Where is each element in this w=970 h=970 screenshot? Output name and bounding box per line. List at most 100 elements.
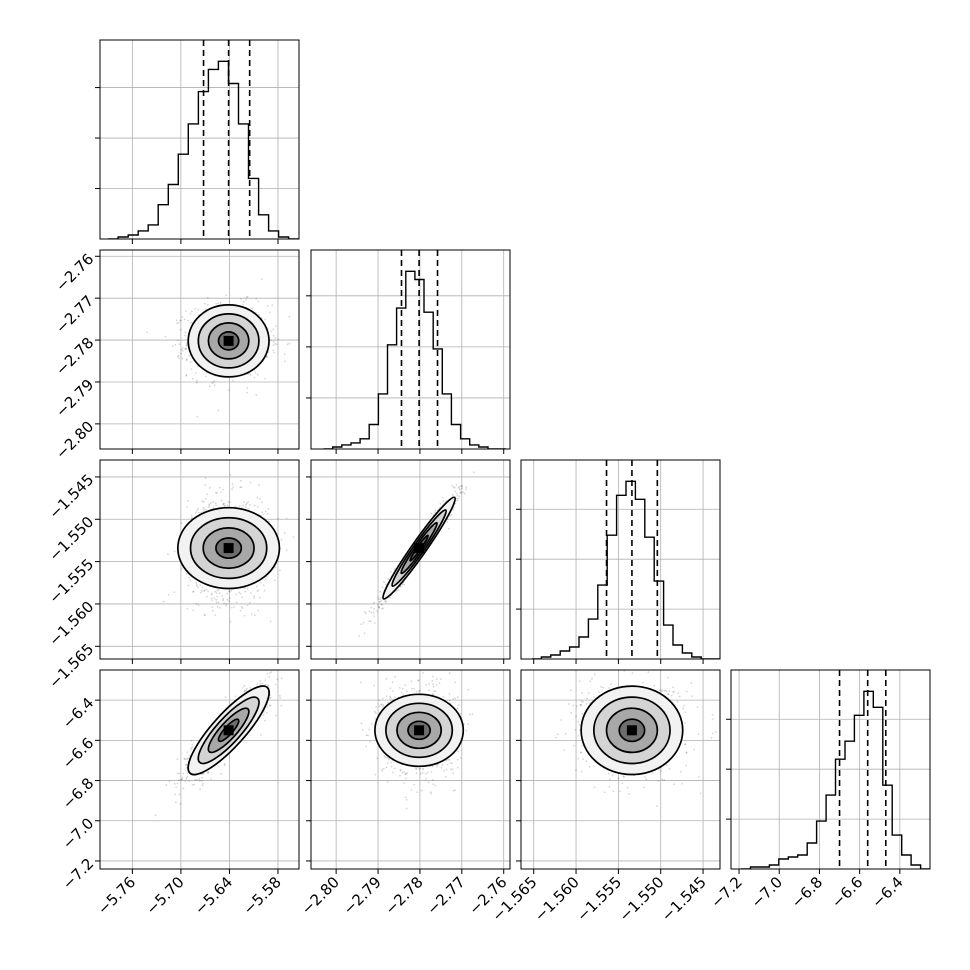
sample-point bbox=[434, 690, 437, 692]
sample-point bbox=[186, 772, 189, 774]
sample-point bbox=[179, 328, 182, 331]
sample-point bbox=[404, 796, 407, 799]
sample-point bbox=[201, 590, 203, 592]
sample-point bbox=[641, 681, 644, 684]
sample-point bbox=[444, 776, 447, 778]
x-tick-label: −2.79 bbox=[340, 873, 385, 918]
sample-point bbox=[269, 696, 272, 699]
sample-point bbox=[373, 615, 375, 617]
sample-point bbox=[438, 682, 441, 685]
sample-point bbox=[443, 769, 445, 772]
sample-point bbox=[454, 681, 457, 684]
sample-point bbox=[222, 598, 225, 600]
sample-point bbox=[264, 683, 266, 686]
sample-point bbox=[254, 614, 256, 617]
sample-point bbox=[208, 503, 211, 506]
sample-point bbox=[428, 683, 431, 685]
sample-point bbox=[457, 497, 460, 500]
sample-point bbox=[206, 296, 209, 299]
sample-point bbox=[413, 783, 416, 786]
sample-point bbox=[370, 606, 373, 609]
sample-point bbox=[600, 659, 602, 661]
sample-point bbox=[442, 496, 444, 499]
sample-point bbox=[385, 677, 388, 680]
sample-point bbox=[389, 687, 392, 690]
sample-point bbox=[257, 589, 260, 592]
sample-point bbox=[277, 338, 280, 340]
sample-point bbox=[231, 488, 233, 491]
sample-point bbox=[173, 782, 176, 785]
x-tick-label: −2.78 bbox=[382, 873, 427, 918]
x-tick-label: −2.77 bbox=[423, 873, 468, 918]
sample-point bbox=[455, 484, 458, 486]
sample-point bbox=[390, 765, 393, 768]
sample-point bbox=[469, 713, 471, 716]
sample-point bbox=[459, 488, 461, 491]
sample-point bbox=[275, 325, 278, 327]
sample-point bbox=[229, 620, 232, 623]
sample-point bbox=[174, 793, 177, 796]
sample-point bbox=[579, 703, 582, 706]
sample-point bbox=[451, 494, 454, 496]
sample-point bbox=[384, 756, 387, 759]
sample-point bbox=[673, 783, 676, 786]
sample-point bbox=[378, 699, 381, 701]
sample-point bbox=[394, 675, 396, 678]
sample-point bbox=[199, 584, 202, 586]
histogram-panel-3 bbox=[726, 669, 931, 870]
sample-point bbox=[358, 635, 360, 637]
sample-point bbox=[377, 596, 379, 598]
sample-point bbox=[397, 589, 400, 591]
sample-point bbox=[266, 705, 269, 708]
sample-point bbox=[207, 506, 210, 508]
sample-point bbox=[608, 778, 611, 781]
sample-point bbox=[667, 693, 670, 696]
sample-point bbox=[246, 587, 249, 590]
sample-point bbox=[457, 766, 459, 769]
sample-point bbox=[280, 704, 283, 707]
sample-point bbox=[256, 505, 259, 508]
sample-point bbox=[251, 307, 254, 310]
sample-point bbox=[381, 697, 384, 700]
sample-point bbox=[167, 553, 169, 556]
sample-point bbox=[428, 689, 430, 692]
sample-point bbox=[647, 671, 650, 673]
sample-point bbox=[264, 377, 266, 380]
sample-point bbox=[190, 368, 193, 370]
sample-point bbox=[213, 379, 216, 382]
sample-point bbox=[383, 581, 385, 583]
sample-point bbox=[217, 589, 220, 591]
sample-point bbox=[446, 763, 449, 766]
sample-point bbox=[685, 690, 688, 693]
sample-point bbox=[367, 734, 369, 737]
y-tick-label: −2.80 bbox=[52, 417, 97, 462]
sample-point bbox=[460, 492, 462, 495]
sample-point bbox=[399, 774, 401, 777]
sample-point bbox=[195, 603, 198, 605]
sample-point bbox=[663, 689, 666, 692]
sample-point bbox=[245, 296, 248, 299]
sample-point bbox=[570, 712, 572, 714]
sample-point bbox=[653, 684, 656, 687]
sample-point bbox=[631, 667, 633, 669]
contour-line bbox=[187, 685, 270, 776]
sample-point bbox=[228, 590, 230, 593]
sample-point bbox=[714, 731, 717, 733]
sample-point bbox=[203, 613, 206, 616]
sample-point bbox=[283, 353, 286, 355]
sample-point bbox=[457, 750, 459, 753]
contour-line bbox=[605, 707, 659, 754]
sample-point bbox=[204, 308, 207, 310]
sample-point bbox=[201, 500, 204, 503]
y-tick-label: −2.76 bbox=[52, 250, 97, 295]
sample-point bbox=[261, 511, 264, 514]
sample-point bbox=[582, 758, 585, 761]
sample-point bbox=[258, 314, 260, 316]
sample-point bbox=[217, 601, 220, 604]
sample-point bbox=[575, 705, 578, 708]
sample-point bbox=[171, 345, 174, 348]
sample-point bbox=[201, 776, 204, 779]
sample-point bbox=[456, 707, 459, 710]
sample-point bbox=[184, 758, 186, 761]
sample-point bbox=[186, 757, 189, 760]
